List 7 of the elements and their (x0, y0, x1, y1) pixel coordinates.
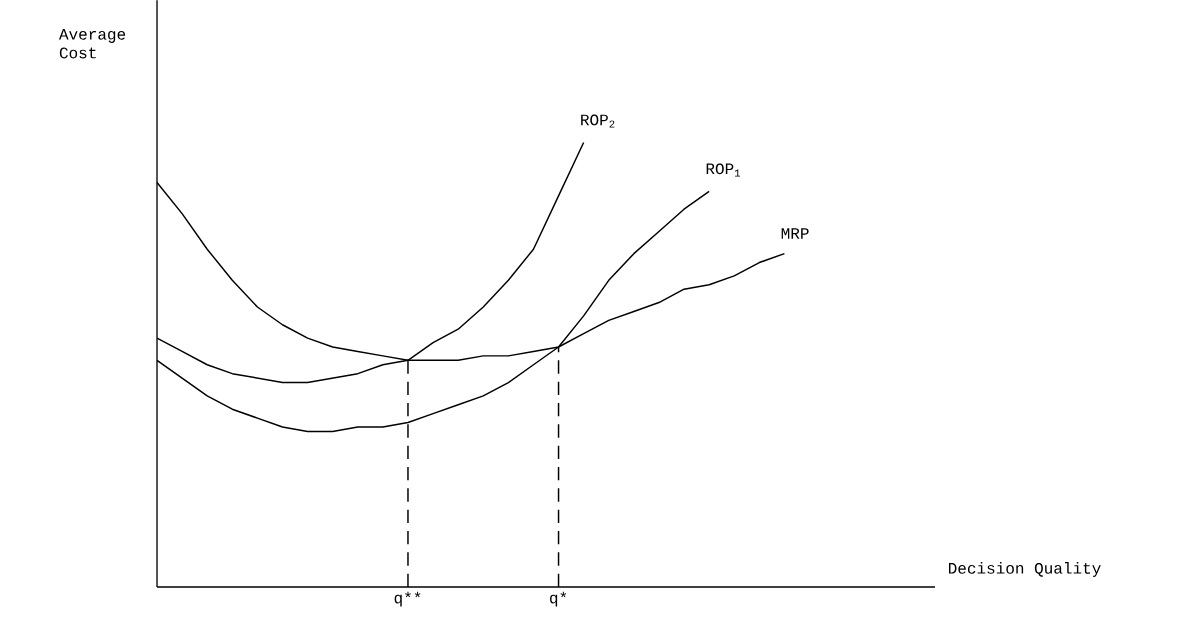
x-tick-label: q** (394, 591, 421, 607)
text: Average Cost (58, 29, 126, 59)
series-label: ROP$_{2}$ (581, 114, 615, 128)
x-axis-title: Decision Quality (948, 562, 1101, 577)
series-label: MRP (781, 228, 809, 239)
x-tick-label: q* (550, 591, 567, 607)
series-label: ROP$_{1}$ (706, 163, 741, 177)
